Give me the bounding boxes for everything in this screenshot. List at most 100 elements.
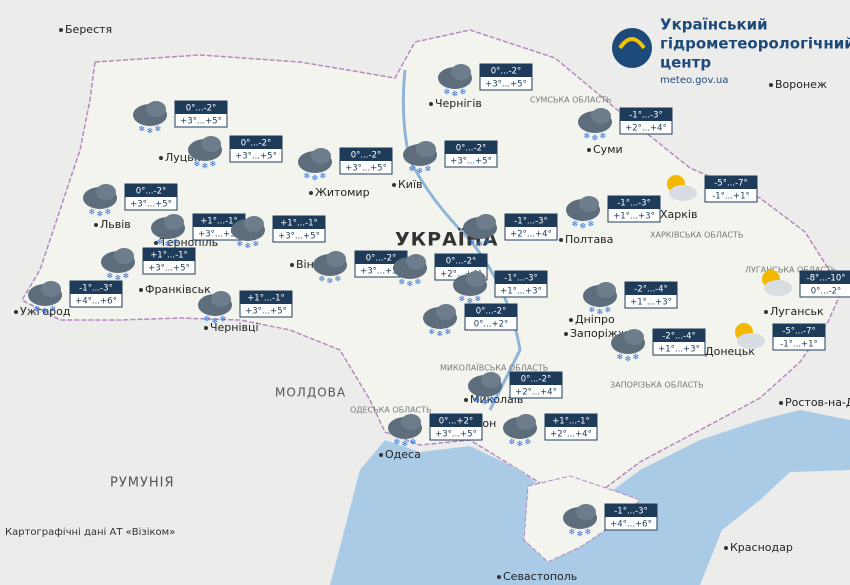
- cloud: [326, 251, 346, 267]
- cloud: [591, 108, 611, 124]
- city-dot: [392, 183, 396, 187]
- snowflake: ❄: [460, 88, 467, 97]
- forecast-night-bg: [240, 291, 292, 304]
- snowflake: ❄: [402, 440, 409, 449]
- cloud: [146, 101, 166, 117]
- forecast-night: 0°...-2°: [491, 67, 522, 77]
- city-label: Одеса: [385, 448, 421, 461]
- forecast: -5°...-7° -1°...+1°: [735, 323, 826, 351]
- city-label: Донецьк: [705, 345, 755, 358]
- header-title: центр: [660, 54, 711, 72]
- snowflake: ❄: [490, 396, 497, 405]
- snowflake: ❄: [633, 353, 640, 362]
- forecast: ❄ ❄ ❄+1°...-1°+2°...+4°: [503, 413, 598, 449]
- city-label: Воронеж: [775, 78, 827, 91]
- forecast: ❄ ❄ ❄0°...-2°0°...+2°: [423, 303, 518, 339]
- forecast-night-bg: [545, 414, 597, 427]
- snowflake: ❄: [212, 317, 219, 326]
- forecast-night-bg: [430, 414, 482, 427]
- logo: [612, 28, 652, 68]
- snowflake: ❄: [417, 167, 424, 176]
- snowflake: ❄: [585, 528, 592, 537]
- city-dot: [764, 310, 768, 314]
- forecast-day: +2°...+4°: [510, 230, 552, 240]
- snowflake: ❄: [452, 90, 459, 99]
- header-title: Український: [660, 16, 768, 34]
- city-label: Севастополь: [503, 570, 577, 583]
- forecast: ❄ ❄ ❄0°...-2°+2°...+4°: [468, 371, 563, 407]
- city-label: Харків: [660, 208, 697, 221]
- snowflake: ❄: [572, 220, 579, 229]
- snowflake: ❄: [245, 242, 252, 251]
- snowflake: ❄: [444, 88, 451, 97]
- forecast-night: -1°...-3°: [514, 217, 548, 227]
- snowflake: ❄: [123, 272, 130, 281]
- snowflake: ❄: [237, 240, 244, 249]
- forecast-day: +1°...+3°: [500, 287, 542, 297]
- city-label: Чернівці: [210, 321, 259, 334]
- forecast: ❄ ❄ ❄0°...-2°+3°...+5°: [298, 147, 393, 183]
- forecast: -8°...-10° 0°...-2°: [762, 270, 850, 298]
- forecast-night-bg: [230, 136, 282, 149]
- snowflake: ❄: [474, 396, 481, 405]
- city-dot: [464, 398, 468, 402]
- forecast-night: 0°...-2°: [456, 144, 487, 154]
- snowflake: ❄: [42, 307, 49, 316]
- forecast-night: -2°...-4°: [662, 332, 696, 342]
- forecast-night: -1°...-3°: [79, 284, 113, 294]
- snowflake: ❄: [394, 438, 401, 447]
- forecast-night: -5°...-7°: [714, 179, 748, 189]
- cloud: [764, 280, 792, 296]
- forecast-day: -1°...+1°: [780, 340, 818, 350]
- forecast-night-bg: [273, 216, 325, 229]
- region-label: ЛУГАНСЬКА ОБЛАСТЬ: [745, 266, 836, 275]
- snowflake: ❄: [97, 210, 104, 219]
- city-label: Чернігів: [435, 97, 482, 110]
- forecast-night-bg: [465, 304, 517, 317]
- forecast-day: +3°...+5°: [345, 164, 387, 174]
- snowflake: ❄: [425, 165, 432, 174]
- snowflake: ❄: [194, 160, 201, 169]
- city-label: Ужгород: [20, 305, 71, 318]
- cloud: [596, 282, 616, 298]
- country-label: МОЛДОВА: [275, 386, 346, 400]
- cloud: [576, 504, 596, 520]
- snowflake: ❄: [210, 160, 217, 169]
- forecast-night-bg: [445, 141, 497, 154]
- cloud: [466, 271, 486, 287]
- snowflake: ❄: [475, 295, 482, 304]
- city-dot: [309, 191, 313, 195]
- snowflake: ❄: [105, 208, 112, 217]
- forecast-night-bg: [625, 282, 677, 295]
- forecast-day: +3°...+5°: [180, 117, 222, 127]
- forecast: ❄ ❄ ❄-1°...-3°+2°...+4°: [578, 107, 673, 143]
- snowflake: ❄: [157, 238, 164, 247]
- forecast: ❄ ❄ ❄+1°...-1°+3°...+5°: [101, 247, 196, 283]
- forecast-day: +4°...+6°: [75, 297, 117, 307]
- snowflake: ❄: [165, 240, 172, 249]
- forecast: ❄ ❄ ❄-1°...-3°+4°...+6°: [28, 280, 123, 316]
- snowflake: ❄: [204, 315, 211, 324]
- forecast-day: +3°...+5°: [198, 230, 240, 240]
- forecast-night-bg: [175, 101, 227, 114]
- region-label: ОДЕСЬКА ОБЛАСТЬ: [350, 406, 432, 415]
- forecast-night: 0°...-2°: [521, 375, 552, 385]
- forecast-night: -1°...-3°: [629, 111, 663, 121]
- city-dot: [559, 238, 563, 242]
- dnipro-river: [401, 69, 522, 411]
- cloud: [416, 141, 436, 157]
- cloud: [401, 414, 421, 430]
- forecast-day: +1°...+3°: [658, 345, 700, 355]
- forecast-night: -2°...-4°: [634, 285, 668, 295]
- forecast: ❄ ❄ ❄-1°...-3°+1°...+3°: [566, 195, 661, 231]
- cloud: [451, 64, 471, 80]
- forecast-night: 0°...-2°: [446, 257, 477, 267]
- snowflake: ❄: [312, 174, 319, 183]
- forecast: ❄ ❄ ❄+1°...-1°+3°...+5°: [198, 290, 293, 326]
- forecast-night: +1°...-1°: [247, 294, 285, 304]
- snowflake: ❄: [410, 438, 417, 447]
- forecast-night: -1°...-3°: [617, 199, 651, 209]
- city-dot: [94, 223, 98, 227]
- snowflake: ❄: [437, 330, 444, 339]
